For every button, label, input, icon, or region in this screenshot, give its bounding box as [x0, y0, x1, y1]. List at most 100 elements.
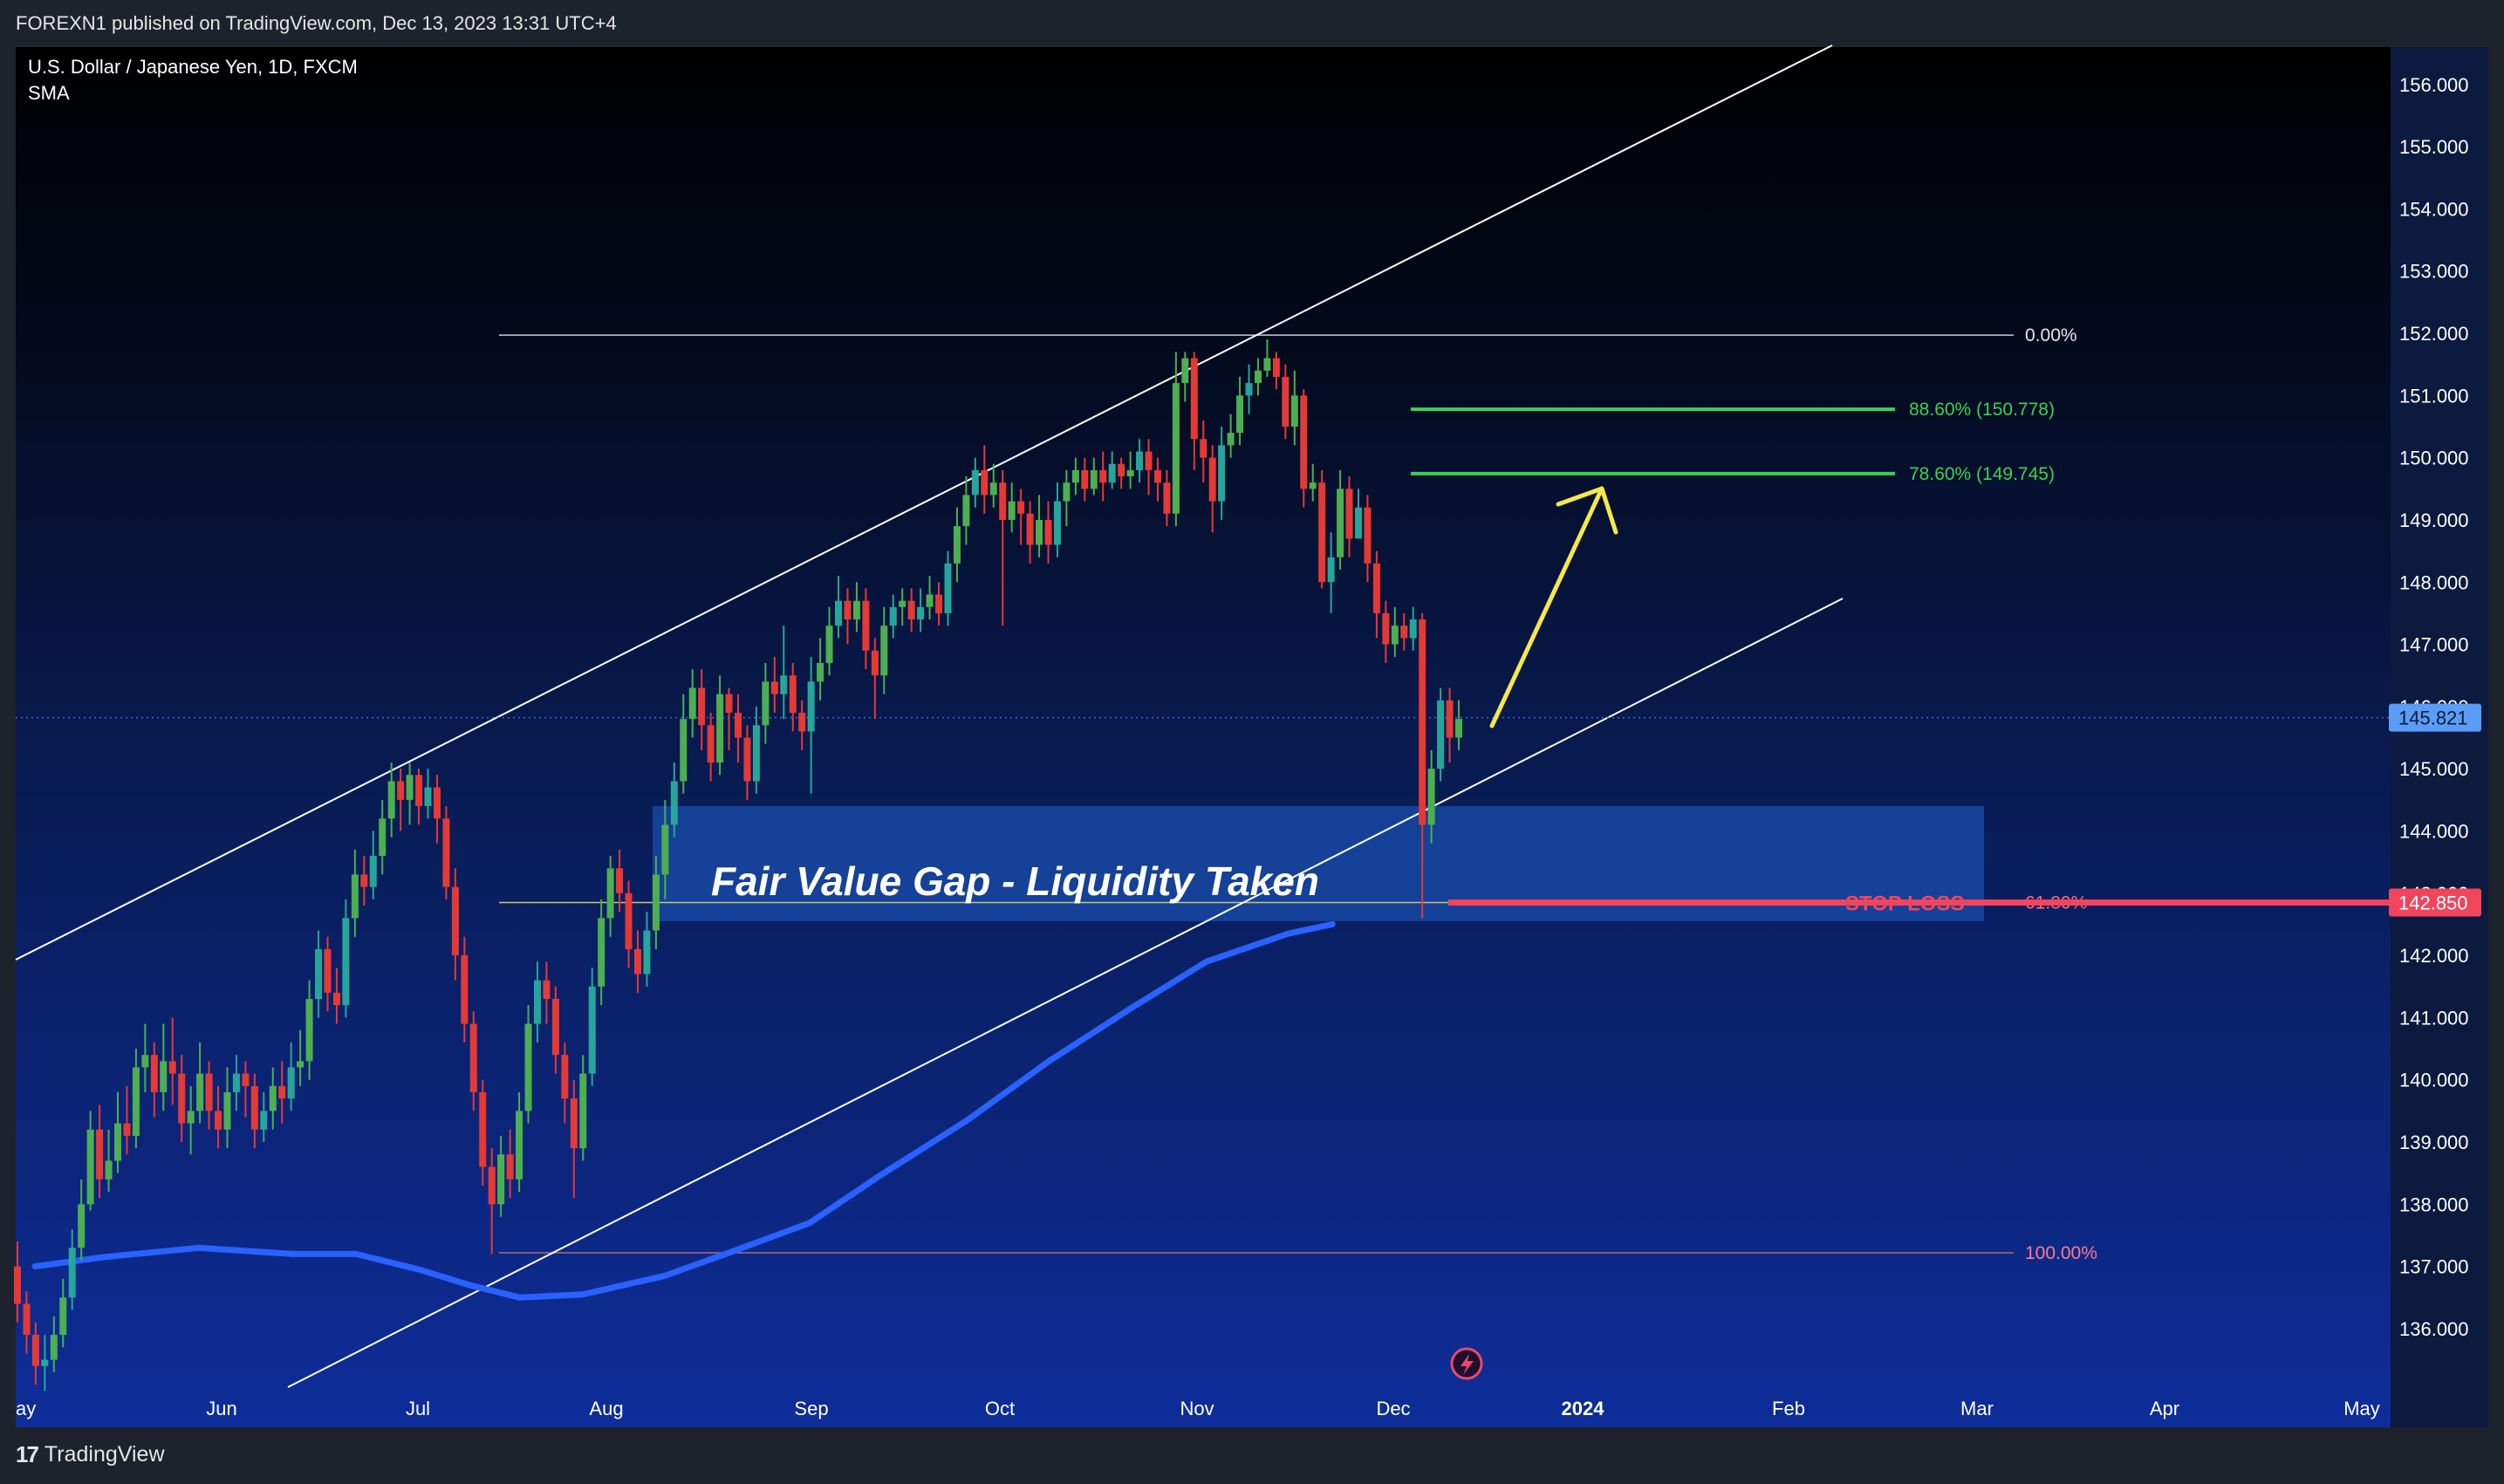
candle-body [688, 687, 696, 720]
candle-body [232, 1073, 240, 1092]
lightning-icon [1450, 1347, 1483, 1380]
candle-body [1391, 626, 1399, 645]
candle [1026, 501, 1034, 564]
candle-body [835, 600, 843, 626]
candle [926, 576, 934, 620]
candle-body [1327, 557, 1335, 583]
candle-body [59, 1297, 67, 1336]
candle [588, 968, 596, 1086]
y-tick-label: 139.000 [2399, 1132, 2469, 1153]
x-tick-label: Nov [1180, 1398, 1214, 1419]
candle [1163, 469, 1171, 527]
candle [1108, 451, 1116, 489]
candle-body [1044, 519, 1052, 545]
candle-body [844, 600, 852, 620]
stop-loss-price-tag-bg [2389, 888, 2481, 917]
candle-body [1409, 619, 1417, 639]
candle [1427, 749, 1435, 844]
candle-body [1437, 700, 1445, 769]
y-tick-label: 142.000 [2399, 945, 2469, 967]
candle [652, 856, 660, 949]
candle [278, 1061, 286, 1124]
candle-body [379, 818, 387, 857]
candle-body [716, 694, 724, 763]
candle [752, 706, 760, 794]
candle [1181, 352, 1189, 402]
candle-body [606, 868, 614, 919]
candle-body [1172, 383, 1180, 514]
y-tick-label: 155.000 [2399, 136, 2469, 158]
candle [187, 1085, 195, 1155]
indicator-label: SMA [28, 82, 70, 104]
candle [789, 662, 797, 732]
candle [725, 687, 733, 750]
candle [670, 763, 678, 838]
y-tick-label: 153.000 [2399, 261, 2469, 283]
candle-body [1427, 769, 1435, 825]
candle-body [1354, 507, 1362, 539]
candle-body [1254, 370, 1262, 384]
x-tick-label: ay [16, 1398, 36, 1419]
candle-body [479, 1091, 487, 1167]
candle [168, 1017, 176, 1105]
candle [1053, 482, 1061, 557]
candle-body [1099, 469, 1107, 483]
candle [1036, 495, 1043, 557]
candle [1208, 445, 1216, 533]
candle [643, 912, 651, 987]
fib-level-label: 88.60% (150.778) [1909, 400, 2055, 420]
y-tick-label: 148.000 [2399, 571, 2469, 593]
candle [780, 626, 788, 720]
candle [1200, 420, 1208, 483]
y-tick-label: 141.000 [2399, 1007, 2469, 1029]
y-tick-label: 156.000 [2399, 74, 2469, 96]
candle [1345, 476, 1353, 557]
candle [698, 669, 706, 750]
fib-level-label: 78.60% (149.745) [1909, 464, 2055, 484]
candle [1172, 352, 1180, 527]
candle [178, 1055, 186, 1143]
candle [1136, 439, 1144, 483]
candle [324, 936, 332, 1012]
candle-body [287, 1067, 295, 1099]
candle [332, 968, 340, 1024]
candle [1145, 439, 1153, 496]
candle [360, 856, 368, 906]
stop-loss-price-tag: 142.850 [2398, 892, 2468, 913]
x-tick-label: 2024 [1562, 1398, 1605, 1419]
x-tick-label: Aug [589, 1398, 623, 1419]
candle [406, 763, 414, 825]
candle [735, 694, 742, 763]
candle-body [1236, 395, 1244, 434]
candle [606, 856, 614, 937]
candle [835, 576, 843, 639]
x-tick-label: Jun [206, 1398, 236, 1419]
candle [497, 1135, 505, 1217]
candle-body [31, 1335, 39, 1366]
candle [971, 457, 979, 508]
candle-body [196, 1073, 204, 1111]
candle [1071, 457, 1079, 496]
candle-body [926, 594, 934, 607]
candle [661, 799, 669, 899]
candle-body [141, 1055, 149, 1068]
tradingview-logo[interactable]: 17 TradingView [16, 1441, 165, 1468]
candle [269, 1067, 277, 1130]
candle-body [516, 1111, 523, 1180]
x-tick-label: Feb [1772, 1398, 1805, 1419]
candle [999, 469, 1007, 626]
candle-body [205, 1073, 213, 1111]
candle-body [469, 1023, 477, 1092]
candle-body [680, 719, 688, 782]
candle [232, 1055, 240, 1111]
sma-line [31, 920, 1336, 1301]
fib-level-label: 0.00% [2025, 325, 2077, 345]
candle-body [598, 918, 605, 987]
candle-body [223, 1091, 231, 1130]
candle-body [989, 482, 997, 496]
candle-body [1008, 501, 1016, 520]
candle [625, 880, 633, 968]
candle [944, 551, 952, 626]
candle [1400, 612, 1408, 651]
